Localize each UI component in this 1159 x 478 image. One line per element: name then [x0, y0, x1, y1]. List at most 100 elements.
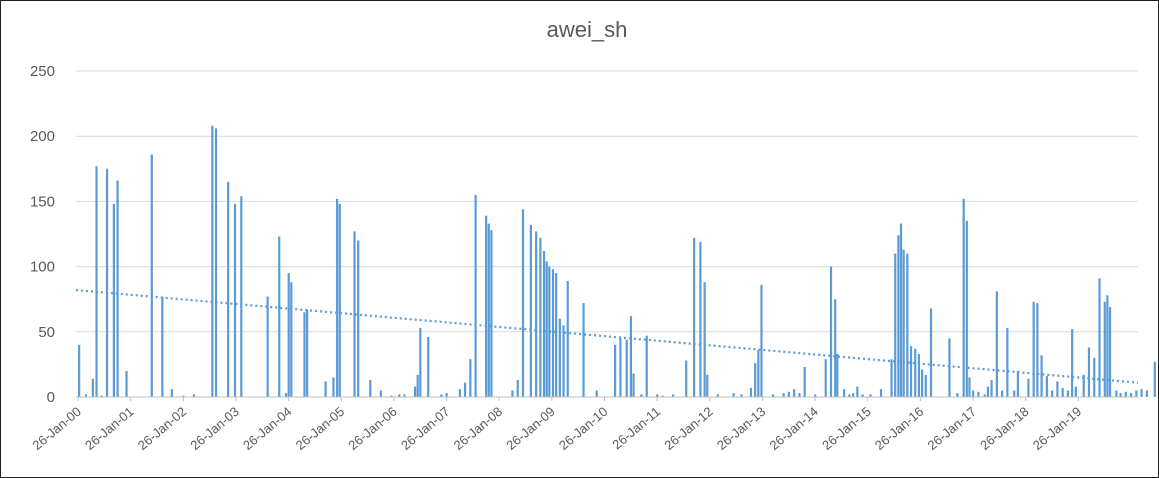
bar: [487, 223, 490, 397]
bar: [848, 394, 851, 397]
bar: [445, 393, 448, 397]
bar: [324, 381, 327, 397]
x-tick-label: 26-Jan-13: [714, 404, 768, 453]
bar: [413, 386, 417, 397]
bar: [787, 391, 790, 397]
x-tick-label: 26-Jan-00: [29, 404, 83, 453]
bar: [521, 209, 525, 397]
bar: [266, 296, 269, 397]
bar: [671, 394, 675, 397]
bar: [929, 308, 933, 397]
bar: [902, 249, 905, 397]
bar: [233, 204, 237, 397]
bar: [1071, 329, 1074, 397]
bar: [287, 273, 290, 397]
bar: [1106, 295, 1109, 397]
bar: [353, 231, 356, 397]
bar: [829, 266, 833, 397]
bar: [986, 386, 989, 397]
bar: [685, 360, 688, 397]
bar: [150, 154, 153, 397]
bar: [656, 394, 659, 397]
x-tick-label: 26-Jan-05: [293, 404, 347, 453]
bar: [990, 380, 993, 397]
bar: [629, 316, 633, 397]
bar: [843, 389, 846, 397]
bar: [95, 166, 98, 397]
x-tick-label: 26-Jan-11: [609, 404, 663, 453]
bar: [814, 394, 817, 397]
bar: [749, 387, 753, 397]
bar: [1036, 303, 1039, 397]
bar: [100, 395, 103, 397]
bar: [619, 338, 622, 397]
bar: [972, 390, 975, 397]
bar: [78, 344, 81, 397]
x-tick-label: 26-Jan-08: [451, 404, 505, 453]
x-tick-label: 26-Jan-07: [398, 404, 452, 453]
bar: [390, 395, 393, 397]
bar: [284, 393, 288, 397]
x-tick-label: 26-Jan-04: [240, 404, 294, 453]
y-tick-label: 0: [47, 389, 55, 406]
bar: [240, 196, 243, 397]
bar: [369, 380, 372, 397]
bar: [469, 359, 472, 397]
bar: [1082, 374, 1085, 397]
bar: [419, 327, 422, 397]
bar: [861, 394, 864, 397]
bar: [566, 280, 569, 397]
bar: [290, 282, 293, 397]
bar: [555, 273, 558, 397]
bar: [782, 393, 785, 397]
bar: [303, 312, 306, 397]
bar: [879, 389, 883, 397]
bar: [1093, 357, 1096, 397]
bar: [995, 291, 998, 397]
bar: [458, 389, 461, 397]
bar: [914, 348, 917, 397]
x-tick-label: 26-Jan-18: [977, 404, 1031, 453]
bar: [965, 220, 968, 397]
bar: [182, 395, 185, 397]
bar: [948, 338, 951, 397]
x-tick-label: 26-Jan-03: [187, 404, 241, 453]
bar: [693, 237, 696, 397]
x-tick-label: 26-Jan-15: [819, 404, 873, 453]
x-tick-label: 26-Jan-14: [767, 404, 821, 453]
chart-title: awei_sh: [547, 17, 628, 42]
bar: [416, 374, 419, 397]
bar: [852, 393, 855, 397]
bar: [771, 394, 775, 397]
bar: [1074, 386, 1077, 397]
bar: [732, 393, 735, 397]
bar: [338, 204, 341, 397]
bar: [760, 284, 763, 397]
bar: [474, 194, 477, 397]
x-tick-label: 26-Jan-02: [135, 404, 189, 453]
bar: [529, 224, 532, 397]
bar: [968, 377, 971, 397]
bar: [112, 204, 116, 397]
bar: [836, 353, 839, 397]
bar: [1066, 390, 1070, 397]
bar: [427, 337, 430, 397]
bar: [595, 390, 598, 397]
x-tick-label: 26-Jan-17: [924, 404, 978, 453]
bar: [535, 231, 538, 397]
bar: [1135, 390, 1138, 397]
bar: [211, 125, 214, 397]
bar: [336, 198, 339, 397]
y-axis-tick-labels: 0 50 100 150 200 250: [30, 63, 55, 406]
bar: [703, 282, 706, 397]
bar: [856, 386, 859, 397]
bar: [1051, 390, 1054, 397]
bar: [511, 390, 514, 397]
x-tick-label: 26-Jan-19: [1030, 404, 1084, 453]
bar: [924, 374, 927, 397]
bar: [917, 353, 921, 397]
bar: [1045, 376, 1048, 397]
bar: [1119, 393, 1122, 397]
